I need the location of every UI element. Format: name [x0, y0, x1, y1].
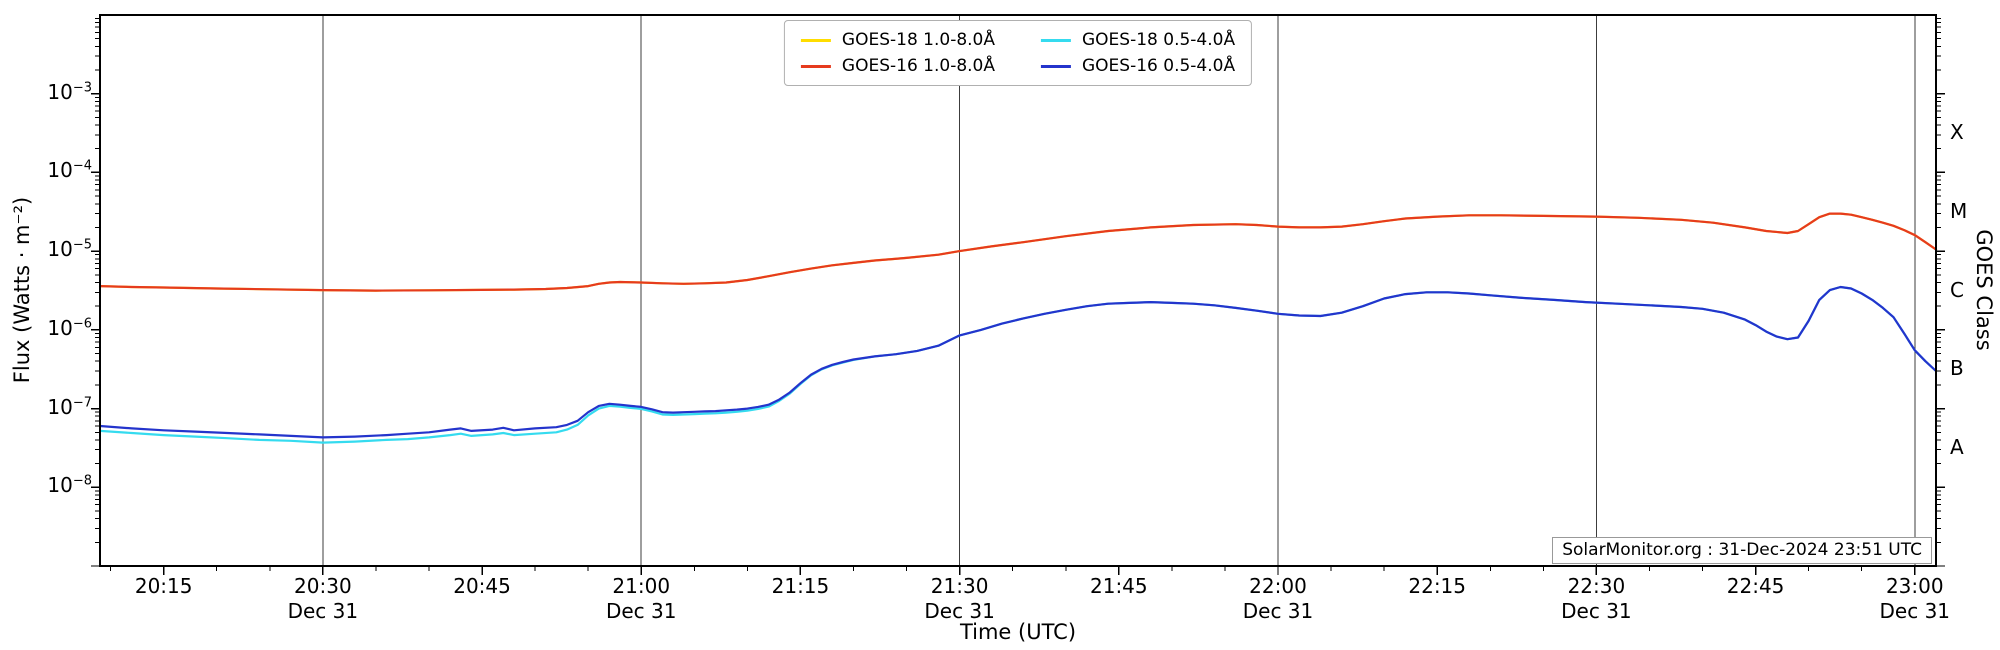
series-line-goes-18-long [98, 212, 1938, 292]
legend-item-goes16-short: GOES-16 0.5-4.0Å [1041, 56, 1235, 76]
legend-line-swatch-cyan [1041, 38, 1071, 42]
series-line-goes-18-short [98, 285, 1938, 444]
legend-line-swatch-red [800, 64, 831, 68]
plot-frame [99, 14, 1937, 567]
legend-item-goes18-short: GOES-18 0.5-4.0Å [1041, 30, 1235, 50]
legend-label: GOES-18 0.5-4.0Å [1082, 30, 1236, 50]
legend-label: GOES-16 0.5-4.0Å [1082, 56, 1236, 76]
legend-line-swatch-yellow [800, 38, 831, 42]
legend-item-goes16-long: GOES-16 1.0-8.0Å [800, 56, 995, 76]
x-axis-title: Time (UTC) [959, 620, 1077, 644]
legend: GOES-18 1.0-8.0Å GOES-16 1.0-8.0Å GOES-1… [783, 20, 1253, 86]
y-axis-title-right: GOES Class [1972, 229, 1996, 351]
series-line-goes-16-long [98, 212, 1938, 292]
legend-label: GOES-16 1.0-8.0Å [841, 56, 995, 76]
source-annotation: SolarMonitor.org : 31-Dec-2024 23:51 UTC [1552, 537, 1932, 564]
legend-label: GOES-18 1.0-8.0Å [841, 30, 995, 50]
y-axis-title: Flux (Watts · m⁻²) [10, 196, 34, 384]
legend-line-swatch-blue [1041, 64, 1071, 68]
series-line-goes-16-short [98, 285, 1938, 439]
legend-item-goes18-long: GOES-18 1.0-8.0Å [800, 30, 995, 50]
